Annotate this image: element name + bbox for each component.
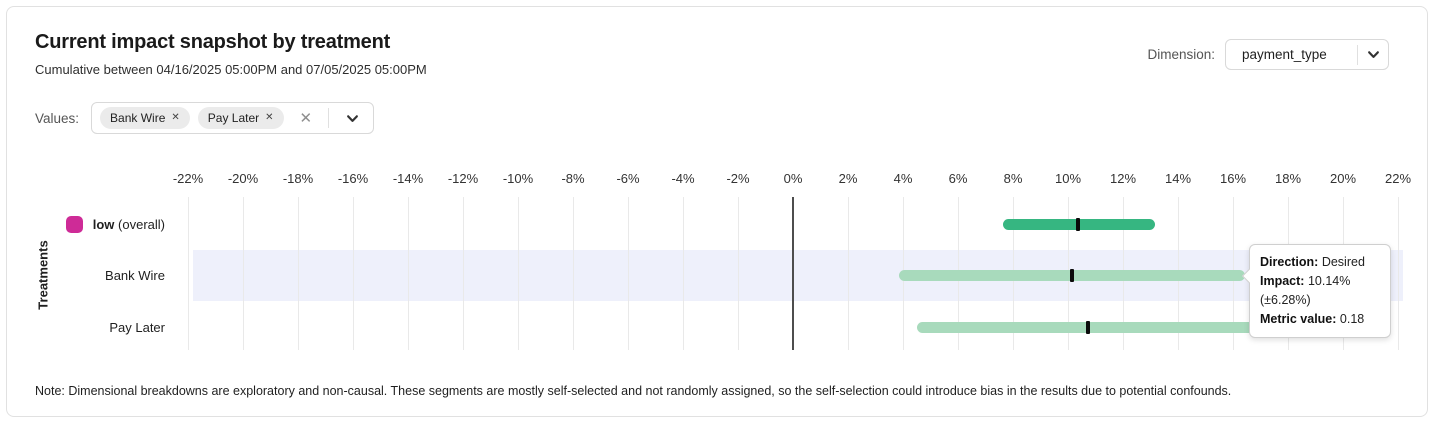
x-tick-label: 20% bbox=[1329, 171, 1357, 186]
tooltip-impact-label: Impact: bbox=[1260, 274, 1305, 288]
dimension-control: Dimension: payment_type bbox=[1147, 39, 1389, 70]
clear-values-icon[interactable]: ✕ bbox=[299, 110, 313, 127]
card: Current impact snapshot by treatment Cum… bbox=[6, 6, 1428, 417]
legend-swatch bbox=[65, 215, 83, 233]
treatment-row-label: Pay Later bbox=[109, 319, 165, 335]
x-tick-label: 16% bbox=[1219, 171, 1247, 186]
dimension-label: Dimension: bbox=[1147, 47, 1215, 62]
tooltip-metric-line: Metric value: 0.18 bbox=[1260, 310, 1380, 329]
value-chip[interactable]: Pay Later ✕ bbox=[197, 107, 284, 129]
x-tick-label: 18% bbox=[1274, 171, 1302, 186]
chevron-down-icon[interactable] bbox=[1358, 48, 1388, 61]
x-tick-label: 14% bbox=[1164, 171, 1192, 186]
chevron-down-icon[interactable] bbox=[337, 112, 367, 125]
impact-point-tick bbox=[1069, 269, 1074, 282]
x-tick-label: -20% bbox=[227, 171, 259, 186]
date-range-subtitle: Cumulative between 04/16/2025 05:00PM an… bbox=[35, 62, 427, 77]
gridline bbox=[352, 197, 354, 350]
x-tick-label: 6% bbox=[948, 171, 968, 186]
page-title: Current impact snapshot by treatment bbox=[35, 31, 391, 53]
x-tick-label: -2% bbox=[726, 171, 750, 186]
x-tick-label: 8% bbox=[1003, 171, 1023, 186]
value-chip-label: Bank Wire bbox=[110, 111, 166, 125]
x-tick-label: 0% bbox=[783, 171, 803, 186]
tooltip-direction-label: Direction: bbox=[1260, 255, 1319, 269]
bar-tooltip: Direction: Desired Impact: 10.14% (±6.28… bbox=[1241, 244, 1391, 338]
impact-point-tick bbox=[1086, 320, 1091, 334]
x-tick-label: 22% bbox=[1384, 171, 1412, 186]
select-divider bbox=[1357, 44, 1358, 65]
x-tick-label: -18% bbox=[282, 171, 314, 186]
values-multiselect[interactable]: Bank Wire ✕ Pay Later ✕ ✕ bbox=[91, 102, 375, 134]
gridline bbox=[627, 197, 629, 350]
zero-axis-line bbox=[792, 197, 794, 350]
tooltip-direction-value: Desired bbox=[1321, 255, 1365, 269]
gridline bbox=[187, 197, 189, 350]
gridline bbox=[407, 197, 409, 350]
row-label-text: low (overall) bbox=[92, 216, 165, 232]
x-tick-label: 10% bbox=[1054, 171, 1082, 186]
tooltip-metric-label: Metric value: bbox=[1260, 312, 1337, 326]
footnote: Note: Dimensional breakdowns are explora… bbox=[35, 384, 1232, 398]
tooltip-impact-value: 10.14% (±6.28%) bbox=[1260, 274, 1351, 307]
treatment-row-label: low (overall) bbox=[65, 214, 165, 234]
tooltip-impact-line: Impact: 10.14% (±6.28%) bbox=[1260, 272, 1380, 310]
x-tick-label: 12% bbox=[1109, 171, 1137, 186]
x-tick-label: -14% bbox=[392, 171, 424, 186]
x-tick-label: -10% bbox=[502, 171, 534, 186]
y-axis-label: Treatments bbox=[35, 240, 51, 310]
tooltip-metric-value: 0.18 bbox=[1339, 312, 1365, 326]
treatment-row-label: Bank Wire bbox=[105, 268, 165, 283]
tooltip-direction-line: Direction: Desired bbox=[1260, 253, 1380, 272]
gridline bbox=[242, 197, 244, 350]
select-divider bbox=[328, 108, 330, 128]
values-label: Values: bbox=[35, 110, 80, 126]
gridline bbox=[847, 197, 849, 350]
gridline bbox=[682, 197, 684, 350]
gridline bbox=[517, 197, 519, 350]
dimension-selected-value: payment_type bbox=[1242, 47, 1327, 62]
gridline bbox=[462, 197, 464, 350]
x-tick-label: -22% bbox=[172, 171, 204, 186]
gridline bbox=[297, 197, 299, 350]
value-chip[interactable]: Bank Wire ✕ bbox=[100, 107, 190, 129]
gridline bbox=[572, 197, 574, 350]
dimension-select[interactable]: payment_type bbox=[1225, 39, 1389, 70]
x-tick-label: 4% bbox=[893, 171, 913, 186]
x-tick-label: -4% bbox=[671, 171, 695, 186]
x-tick-label: -8% bbox=[561, 171, 585, 186]
x-tick-label: -12% bbox=[447, 171, 479, 186]
x-tick-label: 2% bbox=[838, 171, 858, 186]
impact-point-tick bbox=[1075, 217, 1080, 231]
value-chip-label: Pay Later bbox=[207, 111, 260, 125]
gridline bbox=[737, 197, 739, 350]
x-tick-label: -6% bbox=[616, 171, 640, 186]
chip-remove-icon[interactable]: ✕ bbox=[265, 112, 274, 123]
gridline bbox=[1397, 197, 1399, 350]
values-filter: Values: Bank Wire ✕ Pay Later ✕ ✕ bbox=[35, 102, 375, 134]
x-tick-label: -16% bbox=[337, 171, 369, 186]
chip-remove-icon[interactable]: ✕ bbox=[171, 112, 180, 123]
